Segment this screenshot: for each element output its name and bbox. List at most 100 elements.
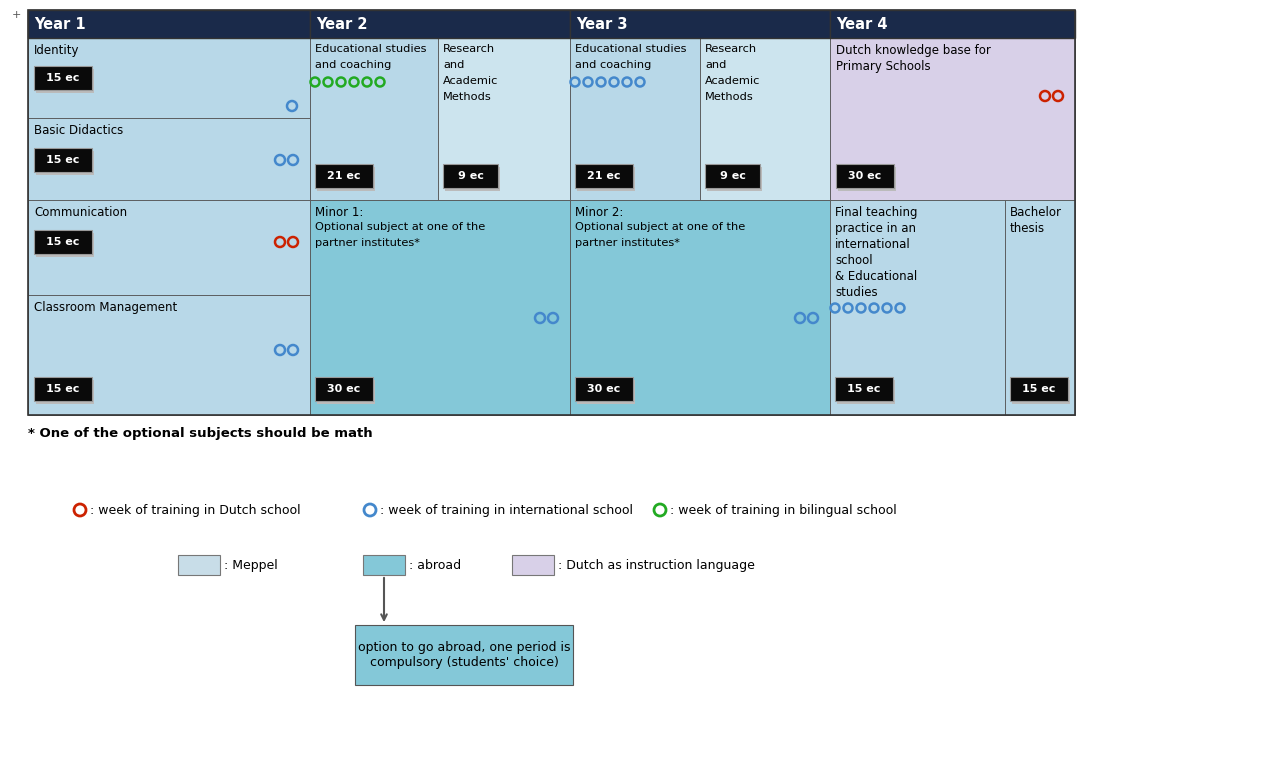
Text: : week of training in bilingual school: : week of training in bilingual school xyxy=(670,504,896,517)
Text: option to go abroad, one period is
compulsory (students' choice): option to go abroad, one period is compu… xyxy=(358,641,571,669)
Text: Primary Schools: Primary Schools xyxy=(836,60,931,73)
Bar xyxy=(355,625,573,685)
Bar xyxy=(34,66,93,90)
Bar xyxy=(309,38,437,200)
Text: Bachelor: Bachelor xyxy=(1011,206,1063,219)
Text: 30 ec: 30 ec xyxy=(848,171,881,181)
Bar xyxy=(28,118,309,200)
Bar xyxy=(28,38,309,118)
Text: Methods: Methods xyxy=(443,92,492,102)
Text: : Dutch as instruction language: : Dutch as instruction language xyxy=(558,559,754,572)
Bar xyxy=(28,10,309,38)
Text: Year 2: Year 2 xyxy=(316,17,368,32)
Bar xyxy=(838,167,896,191)
Text: and: and xyxy=(443,60,464,70)
Text: Educational studies: Educational studies xyxy=(314,44,426,54)
Text: 21 ec: 21 ec xyxy=(587,171,621,181)
Bar xyxy=(28,295,309,415)
Text: Optional subject at one of the: Optional subject at one of the xyxy=(314,222,486,232)
Bar xyxy=(178,555,221,575)
Text: : week of training in international school: : week of training in international scho… xyxy=(380,504,633,517)
Text: Research: Research xyxy=(443,44,495,54)
Bar xyxy=(309,10,571,38)
Bar xyxy=(837,380,895,404)
Text: and coaching: and coaching xyxy=(574,60,652,70)
Text: Academic: Academic xyxy=(443,76,498,86)
Bar xyxy=(36,233,94,257)
Text: 30 ec: 30 ec xyxy=(587,384,620,394)
Text: 30 ec: 30 ec xyxy=(327,384,360,394)
Text: Classroom Management: Classroom Management xyxy=(34,301,178,314)
Bar xyxy=(314,164,373,188)
Bar xyxy=(34,377,93,401)
Text: : week of training in Dutch school: : week of training in Dutch school xyxy=(90,504,301,517)
Bar xyxy=(705,164,760,188)
Text: 15 ec: 15 ec xyxy=(47,155,80,165)
Text: Minor 2:: Minor 2: xyxy=(574,206,624,219)
Text: Final teaching: Final teaching xyxy=(836,206,918,219)
Bar xyxy=(314,377,373,401)
Text: Year 3: Year 3 xyxy=(576,17,628,32)
Bar xyxy=(831,200,1006,415)
Text: partner institutes*: partner institutes* xyxy=(574,238,680,248)
Bar xyxy=(317,380,375,404)
Bar xyxy=(445,167,500,191)
Bar xyxy=(571,38,700,200)
Bar xyxy=(577,380,635,404)
Text: Educational studies: Educational studies xyxy=(574,44,686,54)
Text: Year 4: Year 4 xyxy=(836,17,888,32)
Text: Basic Didactics: Basic Didactics xyxy=(34,124,123,137)
Text: & Educational: & Educational xyxy=(836,270,917,283)
Bar xyxy=(512,555,554,575)
Text: Identity: Identity xyxy=(34,44,80,57)
Text: Methods: Methods xyxy=(705,92,753,102)
Bar xyxy=(571,10,831,38)
Text: international: international xyxy=(836,238,910,251)
Bar xyxy=(28,200,309,295)
Text: : Meppel: : Meppel xyxy=(224,559,278,572)
Bar xyxy=(28,10,1075,415)
Text: Optional subject at one of the: Optional subject at one of the xyxy=(574,222,746,232)
Text: Communication: Communication xyxy=(34,206,127,219)
Text: Year 1: Year 1 xyxy=(34,17,86,32)
Bar xyxy=(574,377,633,401)
Text: Research: Research xyxy=(705,44,757,54)
Bar xyxy=(577,167,635,191)
Bar xyxy=(36,151,94,175)
Bar xyxy=(831,38,1075,200)
Text: 9 ec: 9 ec xyxy=(719,171,746,181)
Bar xyxy=(708,167,762,191)
Bar xyxy=(571,200,831,415)
Bar xyxy=(317,167,375,191)
Bar xyxy=(700,38,831,200)
Bar xyxy=(831,10,1075,38)
Text: studies: studies xyxy=(836,286,877,299)
Text: : abroad: : abroad xyxy=(410,559,462,572)
Bar xyxy=(36,380,94,404)
Bar xyxy=(437,38,571,200)
Text: Dutch knowledge base for: Dutch knowledge base for xyxy=(836,44,990,57)
Bar xyxy=(1012,380,1070,404)
Text: partner institutes*: partner institutes* xyxy=(314,238,420,248)
Bar xyxy=(309,200,571,415)
Text: thesis: thesis xyxy=(1011,222,1045,235)
Bar xyxy=(363,555,404,575)
Text: practice in an: practice in an xyxy=(836,222,915,235)
Bar xyxy=(836,164,894,188)
Bar xyxy=(1006,200,1075,415)
Bar xyxy=(34,230,93,254)
Text: 15 ec: 15 ec xyxy=(1022,384,1056,394)
Text: and: and xyxy=(705,60,727,70)
Text: Academic: Academic xyxy=(705,76,761,86)
Bar xyxy=(836,377,893,401)
Text: 21 ec: 21 ec xyxy=(327,171,361,181)
Text: school: school xyxy=(836,254,872,267)
Text: 15 ec: 15 ec xyxy=(47,384,80,394)
Text: 15 ec: 15 ec xyxy=(847,384,881,394)
Text: 9 ec: 9 ec xyxy=(458,171,483,181)
Text: +: + xyxy=(11,10,22,20)
Text: 15 ec: 15 ec xyxy=(47,73,80,83)
Text: 15 ec: 15 ec xyxy=(47,237,80,247)
Bar xyxy=(574,164,633,188)
Text: and coaching: and coaching xyxy=(314,60,392,70)
